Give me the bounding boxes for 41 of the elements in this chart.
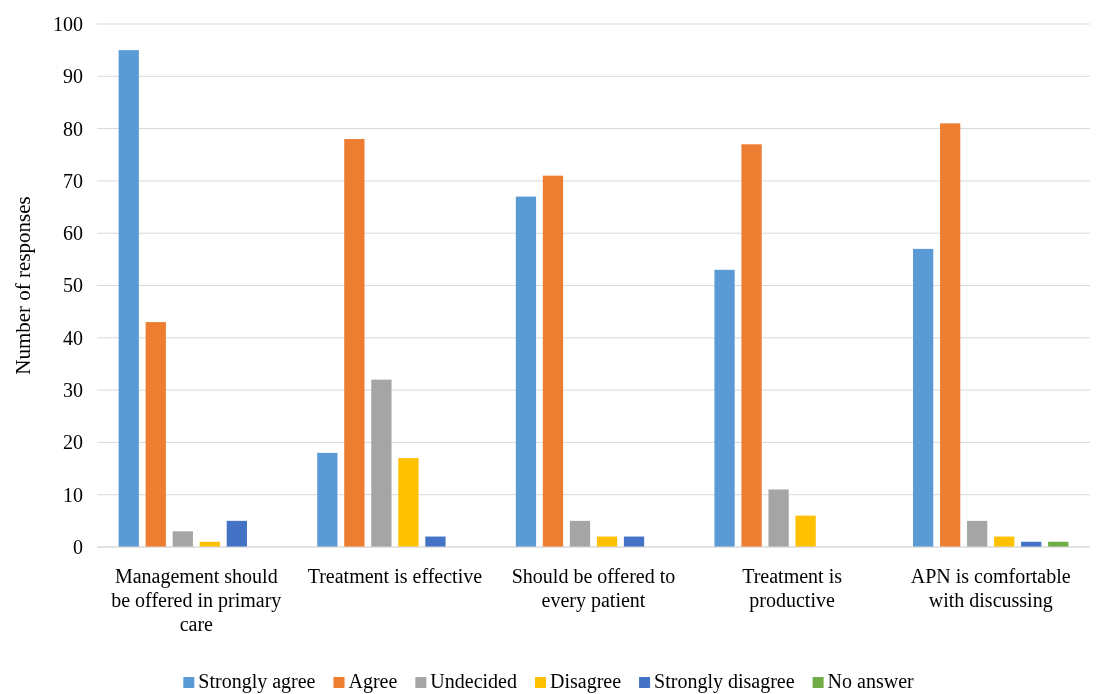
y-tick-label: 100 (53, 12, 83, 35)
legend-label: Strongly agree (198, 670, 316, 693)
y-tick-label: 40 (63, 326, 83, 349)
y-axis-title: Number of responses (11, 196, 35, 375)
legend-label: Strongly disagree (654, 670, 795, 693)
bar (371, 379, 392, 547)
x-tick-label: APN is comfortable with discussing (910, 565, 1071, 612)
bar (967, 520, 988, 547)
bar (940, 123, 961, 547)
x-tick-label: Management should be offered in primary care (111, 565, 282, 635)
bar (741, 144, 762, 547)
bar (913, 248, 934, 547)
bar (714, 269, 735, 547)
bar (515, 196, 537, 547)
bar (795, 515, 816, 547)
x-tick-label: Should be offered to every patient (511, 565, 676, 612)
y-tick-label: 90 (63, 65, 83, 88)
y-tick-label: 50 (63, 274, 83, 297)
y-tick-label: 60 (63, 222, 83, 245)
bar (317, 452, 338, 547)
bar (145, 322, 166, 547)
bar (768, 489, 789, 547)
bar (118, 50, 139, 547)
bar (398, 458, 419, 547)
x-tick-label: Treatment is productive (742, 565, 843, 612)
bar (226, 520, 247, 547)
y-tick-label: 20 (63, 431, 83, 454)
legend-label: Agree (348, 670, 398, 693)
legend-label: Disagree (549, 670, 622, 693)
legend-label: No answer (827, 670, 915, 692)
bar (172, 531, 193, 547)
y-tick-label: 10 (63, 483, 83, 506)
legend-label: Undecided (430, 670, 517, 692)
x-tick-label: Treatment is effective (307, 565, 483, 587)
bar (542, 175, 564, 547)
bar (569, 520, 591, 547)
y-tick-label: 0 (73, 535, 83, 558)
y-tick-label: 80 (63, 117, 83, 140)
bar (344, 139, 365, 547)
y-tick-label: 70 (63, 169, 83, 192)
y-tick-label: 30 (63, 379, 83, 401)
